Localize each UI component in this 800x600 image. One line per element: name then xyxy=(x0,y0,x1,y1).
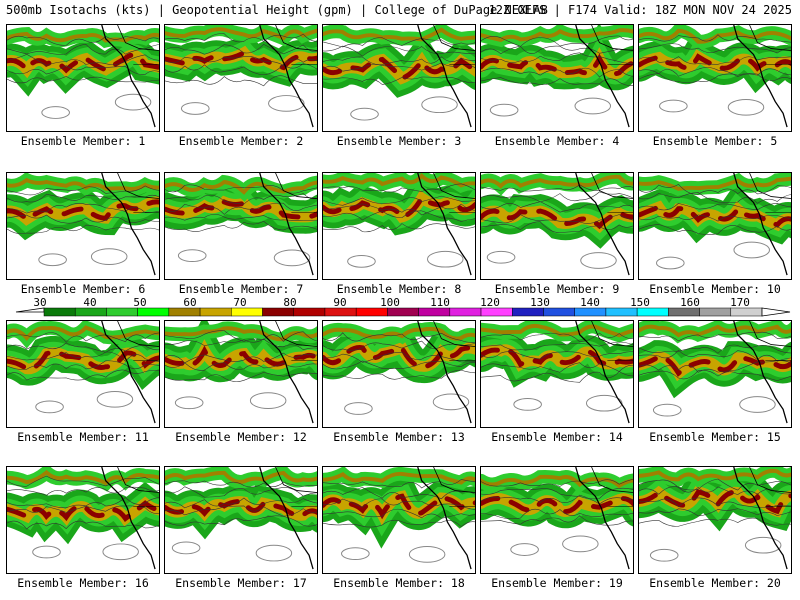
color-scale-swatch xyxy=(574,307,607,317)
ensemble-map-panel xyxy=(638,466,792,574)
color-scale-swatch xyxy=(262,307,294,317)
color-scale-swatch xyxy=(730,307,763,317)
ensemble-member-caption: Ensemble Member: 8 xyxy=(336,282,462,296)
ensemble-member-caption: Ensemble Member: 11 xyxy=(17,430,149,444)
ensemble-map-panel xyxy=(322,24,476,132)
map-title: 500mb Isotachs (kts) | Geopotential Heig… xyxy=(6,3,548,17)
ensemble-map-panel xyxy=(6,172,160,280)
color-scale-tick-label: 40 xyxy=(83,296,96,309)
color-scale-swatch xyxy=(418,307,451,317)
ensemble-map-panel xyxy=(638,172,792,280)
ensemble-member-caption: Ensemble Member: 12 xyxy=(175,430,307,444)
ensemble-member-caption: Ensemble Member: 7 xyxy=(178,282,304,296)
ensemble-member-caption: Ensemble Member: 9 xyxy=(494,282,620,296)
ensemble-member-caption: Ensemble Member: 20 xyxy=(649,576,781,590)
ensemble-member-caption: Ensemble Member: 15 xyxy=(649,430,781,444)
color-scale-tick-label: 140 xyxy=(580,296,600,309)
ensemble-map-panel xyxy=(322,466,476,574)
ensemble-map-panel xyxy=(480,466,634,574)
ensemble-member-caption: Ensemble Member: 5 xyxy=(652,134,778,148)
color-scale-tick-label: 90 xyxy=(333,296,346,309)
color-scale-swatch xyxy=(543,307,575,317)
color-scale-swatch xyxy=(199,307,232,317)
color-scale-tick-label: 150 xyxy=(630,296,650,309)
color-scale-swatch xyxy=(74,307,107,317)
ensemble-member-caption: Ensemble Member: 18 xyxy=(333,576,465,590)
color-scale-swatch xyxy=(43,307,76,317)
ensemble-map-panel xyxy=(480,24,634,132)
ensemble-member-caption: Ensemble Member: 3 xyxy=(336,134,462,148)
ensemble-map-panel xyxy=(6,320,160,428)
color-scale-swatch xyxy=(668,307,700,317)
ensemble-member-caption: Ensemble Member: 16 xyxy=(17,576,149,590)
color-scale-tick-label: 100 xyxy=(380,296,400,309)
ensemble-map-panel xyxy=(6,466,160,574)
color-scale-tick-label: 110 xyxy=(430,296,450,309)
color-scale-swatch xyxy=(512,307,544,317)
color-scale-swatch xyxy=(636,307,669,317)
color-scale-tick-label: 50 xyxy=(133,296,146,309)
ensemble-map-panel xyxy=(322,172,476,280)
color-scale-tick-label: 30 xyxy=(33,296,46,309)
color-scale-swatch xyxy=(699,307,732,317)
color-scale-tick-label: 130 xyxy=(530,296,550,309)
ensemble-map-panel xyxy=(480,172,634,280)
isotach-color-scale: 30 40 50 60 70 80 90 100 110 120 130 140 150 160 170 xyxy=(15,296,791,317)
color-scale-tick-label: 120 xyxy=(480,296,500,309)
ensemble-map-panel xyxy=(164,172,318,280)
ensemble-member-caption: Ensemble Member: 2 xyxy=(178,134,304,148)
color-scale-swatch xyxy=(605,307,638,317)
color-scale-tick-label: 60 xyxy=(183,296,196,309)
ensemble-member-caption: Ensemble Member: 19 xyxy=(491,576,623,590)
color-scale-tick-label: 160 xyxy=(680,296,700,309)
color-scale-swatch xyxy=(293,307,326,317)
color-scale-swatch xyxy=(137,307,170,317)
ensemble-map-panel xyxy=(6,24,160,132)
ensemble-map-panel xyxy=(322,320,476,428)
ensemble-map-panel xyxy=(480,320,634,428)
ensemble-member-caption: Ensemble Member: 4 xyxy=(494,134,620,148)
color-scale-swatch xyxy=(449,307,482,317)
ensemble-member-caption: Ensemble Member: 1 xyxy=(20,134,146,148)
ensemble-member-caption: Ensemble Member: 14 xyxy=(491,430,623,444)
ensemble-member-caption: Ensemble Member: 13 xyxy=(333,430,465,444)
ensemble-map-panel xyxy=(164,24,318,132)
color-scale-swatch xyxy=(106,307,138,317)
color-scale-swatch xyxy=(324,307,357,317)
ensemble-map-panel xyxy=(638,320,792,428)
ensemble-member-caption: Ensemble Member: 10 xyxy=(649,282,781,296)
ensemble-member-caption: Ensemble Member: 6 xyxy=(20,282,146,296)
color-scale-tick-label: 70 xyxy=(233,296,246,309)
color-scale-tick-label: 170 xyxy=(730,296,750,309)
color-scale-swatch xyxy=(480,307,513,317)
model-run-info: 12Z GEFS | F174 Valid: 18Z MON NOV 24 20… xyxy=(488,3,792,17)
color-scale-swatch xyxy=(231,307,263,317)
ensemble-map-panel xyxy=(164,466,318,574)
color-scale-swatch xyxy=(387,307,419,317)
color-scale-swatch xyxy=(168,307,201,317)
ensemble-map-panel xyxy=(638,24,792,132)
ensemble-map-panel xyxy=(164,320,318,428)
color-scale-swatch xyxy=(355,307,388,317)
color-scale-tick-label: 80 xyxy=(283,296,296,309)
ensemble-member-caption: Ensemble Member: 17 xyxy=(175,576,307,590)
